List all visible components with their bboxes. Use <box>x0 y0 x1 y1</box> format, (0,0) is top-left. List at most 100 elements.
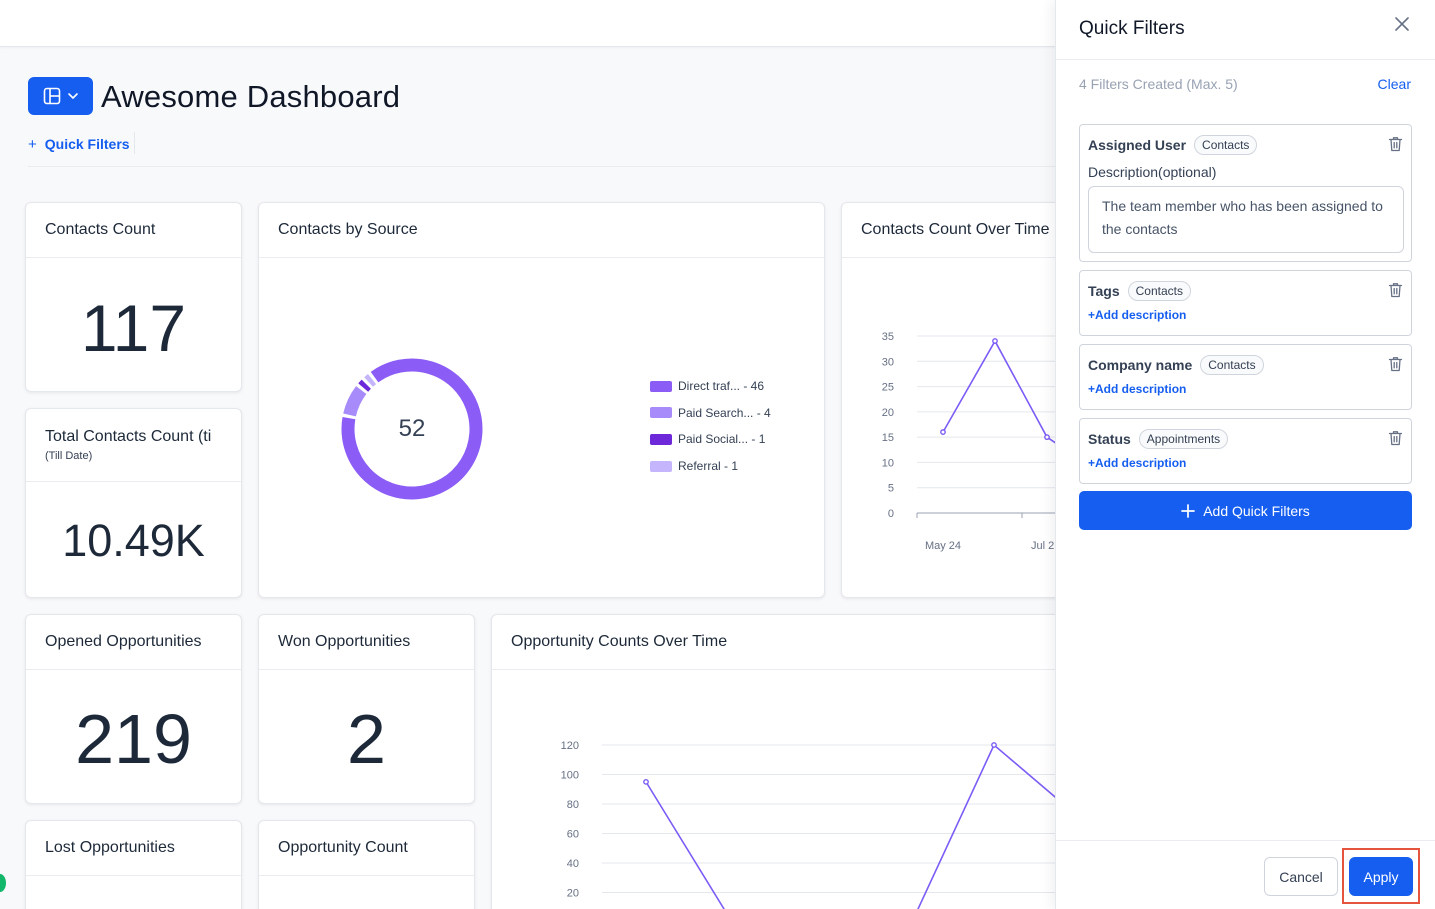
contacts-count-card[interactable]: Contacts Count 117 <box>25 202 242 392</box>
apply-highlight: Apply <box>1342 848 1420 904</box>
y-tick-label: 15 <box>882 432 894 444</box>
kpi-value: 117 <box>80 291 187 365</box>
filter-name: Status <box>1088 431 1131 447</box>
donut-slice[interactable] <box>341 358 483 500</box>
kpi-value: 2 <box>347 700 386 778</box>
add-description-label: Add description <box>1095 382 1187 396</box>
legend-swatch <box>650 433 672 445</box>
plus-icon <box>1181 503 1196 518</box>
series-line <box>942 339 1070 454</box>
card-subtitle: (Till Date) <box>45 450 93 462</box>
donut-legend: Direct traf... - 46 Paid Search... - 4 Pai… <box>650 378 771 485</box>
y-tick-label: 100 <box>561 770 579 782</box>
line-chart: 0 5 10 15 20 25 30 35 May 24 Jul 2 <box>882 331 1070 552</box>
y-tick-label: 20 <box>567 888 579 900</box>
add-description-label: Add description <box>1095 308 1187 322</box>
add-description-link[interactable]: +Add description <box>1088 382 1187 396</box>
data-point[interactable] <box>991 742 997 748</box>
trash-icon[interactable] <box>1388 430 1403 446</box>
donut-slice[interactable] <box>364 373 377 387</box>
legend-swatch <box>650 407 672 419</box>
legend-item[interactable]: Direct traf... - 46 <box>650 378 771 394</box>
card-title: Won Opportunities <box>278 633 411 650</box>
contacts-over-time-card[interactable]: Contacts Count Over Time 0 5 10 15 20 25 30 35 M… <box>841 202 1071 598</box>
donut-slice[interactable] <box>343 386 367 417</box>
kpi-value: 10.49K <box>62 515 205 566</box>
close-icon[interactable] <box>1393 15 1411 33</box>
data-point[interactable] <box>1044 434 1050 441</box>
top-bar <box>0 0 1055 47</box>
legend-swatch <box>650 460 672 472</box>
description-label: Description(optional) <box>1088 164 1217 180</box>
trash-icon[interactable] <box>1388 282 1403 298</box>
card-header: Contacts Count <box>26 203 241 258</box>
y-tick-label: 40 <box>567 858 579 870</box>
y-tick-label: 30 <box>882 356 894 368</box>
add-description-link[interactable]: +Add description <box>1088 456 1187 470</box>
divider <box>134 132 135 154</box>
card-title: Opened Opportunities <box>45 633 202 650</box>
legend-label: Direct traf... - 46 <box>678 379 765 393</box>
filter-name: Assigned User <box>1088 137 1187 153</box>
lost-opportunities-card[interactable]: Lost Opportunities <box>25 820 242 909</box>
legend-item[interactable]: Referral - 1 <box>650 458 771 474</box>
line-chart: 20 40 60 80 100 120 <box>561 740 1070 909</box>
add-description-label: Add description <box>1095 456 1187 470</box>
legend-label: Paid Social... - 1 <box>678 432 766 447</box>
plus-icon: + <box>28 135 37 153</box>
kpi-value: 219 <box>75 700 192 778</box>
legend-swatch <box>650 380 672 392</box>
filter-name: Tags <box>1088 283 1120 299</box>
chevron-down-icon <box>67 93 78 99</box>
description-textarea[interactable]: The team member who has been assigned to… <box>1088 186 1404 253</box>
clear-button[interactable]: Clear <box>1377 76 1411 92</box>
card-title: Opportunity Counts Over Time <box>511 633 728 650</box>
y-tick-label: 120 <box>561 740 579 752</box>
panel-title: Quick Filters <box>1079 18 1185 39</box>
filter-item-tags: Tags Contacts +Add description <box>1079 270 1412 336</box>
legend-item[interactable]: Paid Social... - 1 <box>650 431 771 447</box>
contacts-by-source-card[interactable]: Contacts by Source 52 Direct traf... - 4… <box>258 202 825 598</box>
opened-opportunities-card[interactable]: Opened Opportunities 219 <box>25 614 242 804</box>
won-opportunities-card[interactable]: Won Opportunities 2 <box>258 614 475 804</box>
data-point[interactable] <box>940 429 946 435</box>
layout-grid-icon <box>43 87 60 105</box>
card-title: Lost Opportunities <box>45 839 175 856</box>
divider <box>28 166 1055 167</box>
card-header: Contacts Count Over Time <box>842 203 1070 258</box>
card-title: Opportunity Count <box>278 839 408 856</box>
quick-filters-panel: Quick Filters 4 Filters Created (Max. 5)… <box>1055 0 1435 909</box>
trash-icon[interactable] <box>1388 356 1403 372</box>
data-point[interactable] <box>643 778 649 785</box>
filter-tag: Contacts <box>1194 135 1258 155</box>
opportunity-counts-over-time-card[interactable]: Opportunity Counts Over Time 20 40 60 80 100… <box>491 614 1071 909</box>
card-title: Contacts Count <box>45 221 156 238</box>
card-header: Lost Opportunities <box>26 821 241 876</box>
donut-slice[interactable] <box>358 379 371 392</box>
panel-header: Quick Filters <box>1056 0 1435 60</box>
panel-footer: Cancel Apply <box>1056 840 1435 909</box>
apply-button[interactable]: Apply <box>1349 857 1413 896</box>
add-quick-filters-button[interactable]: Add Quick Filters <box>1079 491 1412 530</box>
y-tick-label: 5 <box>888 483 894 495</box>
card-title: Contacts by Source <box>278 221 418 238</box>
opportunity-count-card[interactable]: Opportunity Count <box>258 820 475 909</box>
total-contacts-card[interactable]: Total Contacts Count (ti (Till Date) 10.… <box>25 408 242 598</box>
cancel-button[interactable]: Cancel <box>1264 857 1338 896</box>
filter-tag: Contacts <box>1200 355 1264 375</box>
legend-item[interactable]: Paid Search... - 4 <box>650 405 771 421</box>
y-tick-label: 60 <box>567 829 579 841</box>
trash-icon[interactable] <box>1388 136 1403 152</box>
quick-filters-link[interactable]: + Quick Filters <box>28 134 130 154</box>
donut-chart: 52 <box>341 358 483 500</box>
series-line <box>645 743 1070 909</box>
card-header: Opportunity Counts Over Time <box>492 615 1070 670</box>
x-tick-label: May 24 <box>925 540 961 552</box>
filter-tag: Appointments <box>1138 429 1229 449</box>
y-tick-label: 0 <box>888 508 894 520</box>
data-point[interactable] <box>992 338 998 344</box>
card-header: Opened Opportunities <box>26 615 241 670</box>
add-description-link[interactable]: +Add description <box>1088 308 1187 322</box>
donut-center-value: 52 <box>399 415 426 442</box>
layout-toggle-button[interactable] <box>28 77 93 115</box>
